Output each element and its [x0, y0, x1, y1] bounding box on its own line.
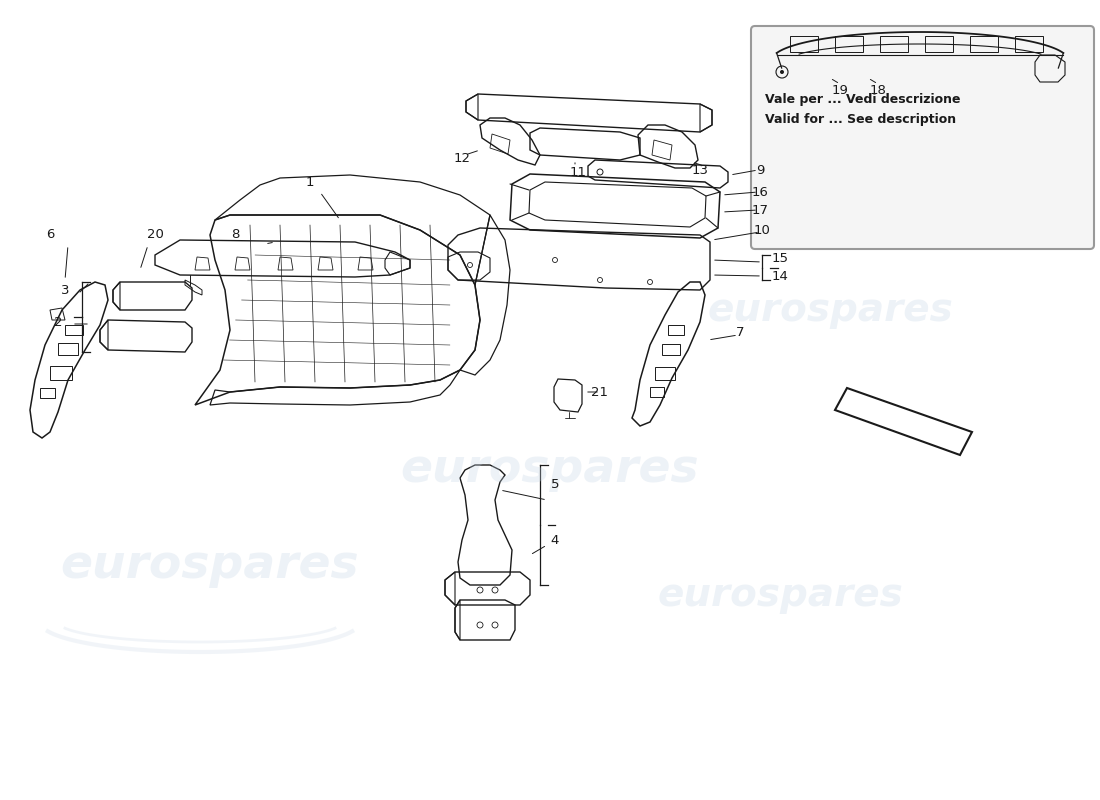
FancyBboxPatch shape — [751, 26, 1094, 249]
Text: 7: 7 — [736, 326, 745, 338]
Text: 5: 5 — [551, 478, 559, 491]
Bar — [880, 36, 907, 52]
Bar — [925, 36, 953, 52]
Text: 14: 14 — [771, 270, 789, 282]
Circle shape — [780, 70, 784, 74]
Text: 1: 1 — [306, 175, 315, 189]
Text: 13: 13 — [692, 163, 708, 177]
Text: 18: 18 — [870, 83, 887, 97]
Text: 9: 9 — [756, 163, 764, 177]
Text: 6: 6 — [46, 229, 54, 242]
Text: eurospares: eurospares — [60, 542, 360, 587]
Bar — [835, 36, 864, 52]
Text: 11: 11 — [570, 166, 586, 178]
Bar — [1015, 36, 1043, 52]
Text: 3: 3 — [60, 283, 69, 297]
Text: 19: 19 — [832, 83, 848, 97]
Text: 4: 4 — [551, 534, 559, 546]
Text: Vale per ... Vedi descrizione: Vale per ... Vedi descrizione — [764, 94, 960, 106]
Bar — [970, 36, 998, 52]
Text: 17: 17 — [751, 203, 769, 217]
Text: 10: 10 — [754, 223, 770, 237]
Text: eurospares: eurospares — [400, 447, 700, 493]
Text: 2: 2 — [54, 315, 63, 329]
Text: eurospares: eurospares — [707, 291, 953, 329]
Bar — [790, 36, 818, 52]
Text: 12: 12 — [453, 151, 471, 165]
Text: 21: 21 — [592, 386, 608, 398]
Text: 8: 8 — [231, 229, 239, 242]
Text: 16: 16 — [751, 186, 769, 198]
Text: 15: 15 — [771, 251, 789, 265]
Text: 20: 20 — [146, 229, 164, 242]
Text: eurospares: eurospares — [657, 576, 903, 614]
Text: Valid for ... See description: Valid for ... See description — [764, 114, 956, 126]
